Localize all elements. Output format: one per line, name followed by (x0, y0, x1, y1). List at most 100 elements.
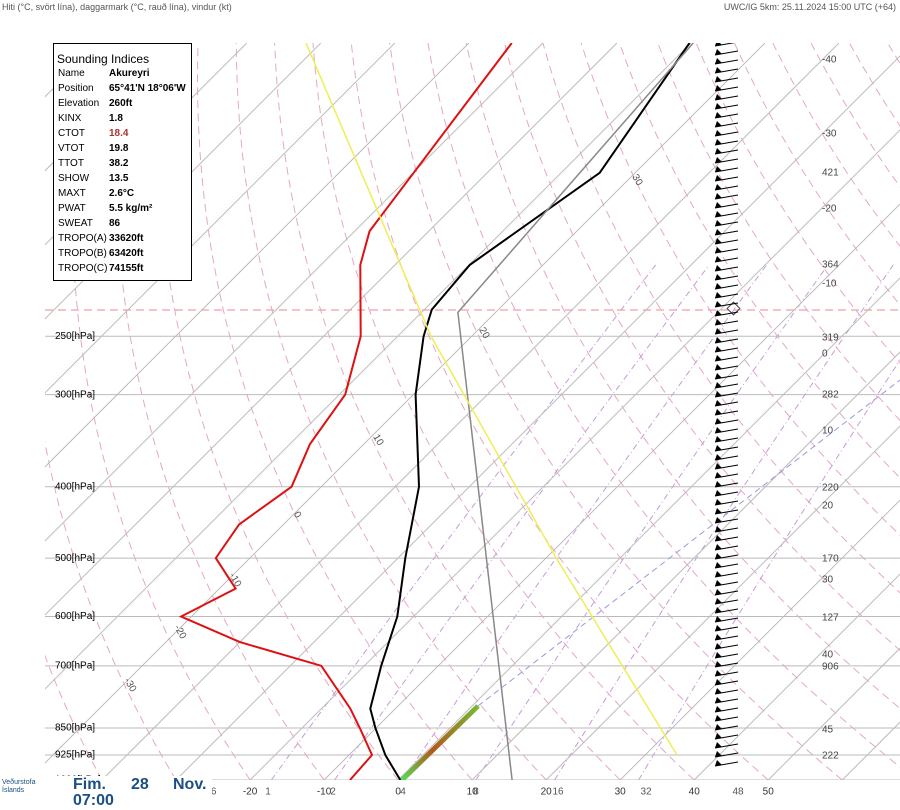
dry-adiabat (658, 43, 900, 780)
dry-adiabat (313, 43, 694, 780)
wind-barb (715, 67, 738, 73)
wind-barb (715, 643, 738, 649)
wind-barb (715, 112, 738, 118)
dry-adiabat (888, 43, 900, 780)
barb-flag (715, 409, 722, 415)
index-key: MAXT (54, 188, 109, 203)
height-label: 40 (822, 650, 834, 661)
x-tick-label: 20 (541, 787, 553, 798)
mixing-ratio-line (335, 265, 710, 780)
wind-barb (715, 445, 738, 451)
wind-barb (715, 580, 738, 586)
height-label: 220 (822, 483, 839, 494)
dry-adiabat (275, 43, 621, 780)
barb-flag (715, 103, 722, 109)
wind-barb (715, 103, 738, 109)
barb-flag (715, 49, 722, 55)
adiabat-label: -20 (172, 623, 189, 641)
height-label: 319 (822, 333, 839, 344)
wind-barb (715, 391, 738, 397)
barb-flag (715, 472, 722, 478)
barb-flag (715, 508, 722, 514)
barb-flag (715, 742, 722, 748)
x-tick-label: -20 (243, 787, 258, 798)
wind-barb (715, 94, 738, 100)
dry-adiabat (351, 43, 768, 780)
wind-barb (715, 139, 738, 145)
barb-flag (715, 391, 722, 397)
barb-flag (715, 760, 722, 766)
barb-flag (715, 427, 722, 433)
barb-flag (715, 562, 722, 568)
barb-flag (715, 121, 722, 127)
mixing-ratio-label: 2 (330, 787, 336, 798)
barb-flag (715, 715, 722, 721)
wind-barb (715, 526, 738, 532)
barb-flag (715, 283, 722, 289)
header: Hiti (°C, svört lína), daggarmark (°C, r… (0, 0, 900, 14)
barb-flag (715, 400, 722, 406)
y-tick-label: 250[hPa] (55, 331, 95, 342)
index-value: 19.8 (109, 143, 128, 158)
barb-flag (715, 193, 722, 199)
barb-flag (715, 688, 722, 694)
mixing-ratio-line (555, 265, 894, 780)
cloud-layer (402, 706, 478, 780)
barb-flag (715, 571, 722, 577)
wind-barb (715, 85, 738, 91)
barb-flag (715, 751, 722, 757)
wind-barb (715, 355, 738, 361)
wind-barb (715, 157, 738, 163)
profile-line (458, 43, 693, 780)
wind-barb (715, 436, 738, 442)
index-value: 74155ft (109, 263, 143, 278)
wind-barb (715, 292, 738, 298)
isotherm (102, 43, 839, 780)
wind-barb (715, 121, 738, 127)
barb-flag (715, 301, 722, 307)
height-label: 170 (822, 554, 839, 565)
barb-flag (715, 706, 722, 712)
indices-title: Sounding Indices (57, 52, 191, 66)
index-value: 33620ft (109, 233, 143, 248)
wind-barb (715, 499, 738, 505)
y-tick-label: 500[hPa] (55, 553, 95, 564)
index-key: TROPO(A) (54, 233, 109, 248)
y-tick-label: 850[hPa] (55, 723, 95, 734)
wind-barb (715, 562, 738, 568)
barb-flag (715, 220, 722, 226)
lcl-line (478, 380, 900, 706)
index-value: 86 (109, 218, 120, 233)
index-key: PWAT (54, 203, 109, 218)
height-label: 906 (822, 662, 839, 673)
index-value: 63420ft (109, 248, 143, 263)
dry-adiabat (157, 43, 398, 780)
index-key: Position (54, 83, 109, 98)
wind-barb (715, 328, 738, 334)
index-value: 38.2 (109, 158, 128, 173)
wind-barb (715, 760, 738, 766)
wind-barb (715, 274, 738, 280)
barb-flag (715, 148, 722, 154)
y-tick-label: 300[hPa] (55, 389, 95, 400)
header-right: UWC/IG 5km: 25.11.2024 15:00 UTC (+64) (724, 2, 896, 12)
wind-barb (715, 706, 738, 712)
month: Nov. (173, 776, 206, 794)
wind-barb (715, 346, 738, 352)
barb-flag (715, 238, 722, 244)
height-label: 364 (822, 260, 839, 271)
barb-flag (715, 76, 722, 82)
index-row: TROPO(B)63420ft (54, 248, 191, 263)
height-label: 127 (822, 613, 839, 624)
y-tick-label: 700[hPa] (55, 660, 95, 671)
wind-barb (715, 697, 738, 703)
time: 07:00 (73, 792, 114, 810)
index-key: KINX (54, 113, 109, 128)
barb-flag (715, 373, 722, 379)
barb-flag (715, 436, 722, 442)
